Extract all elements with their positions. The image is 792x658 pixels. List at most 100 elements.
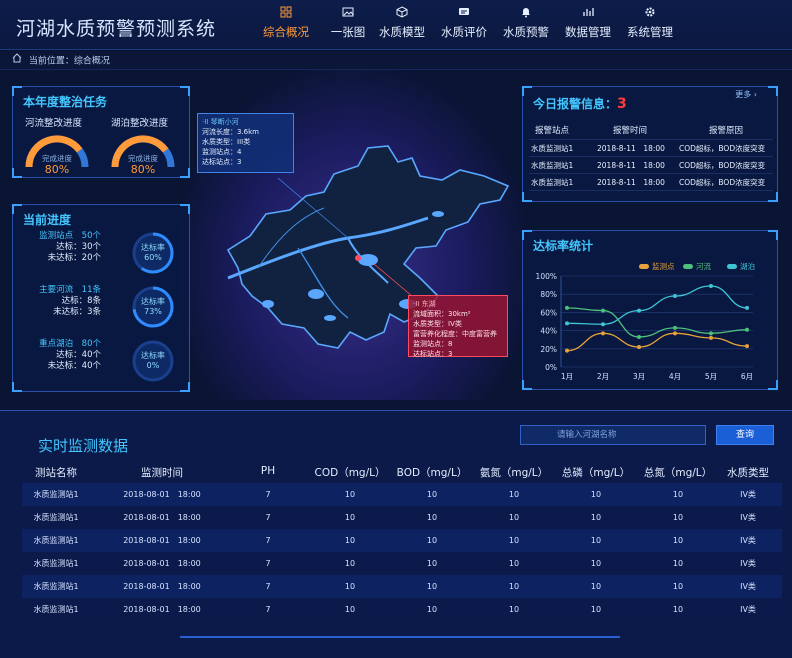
info-river-line: 水质类型：III类 [202, 138, 251, 146]
realtime-row[interactable]: 水质监测站1 2018-08-01 18:00 7 10 10 10 10 10 IV类 [22, 552, 782, 575]
alarm-row[interactable]: 水质监测站1 2018-8-11 18:00 COD超标，BOD浓度突变 [529, 157, 773, 174]
ring-caption: 达标率 [141, 297, 165, 306]
search-button[interactable]: 查询 [716, 425, 774, 445]
nav-item-0[interactable]: 综合概况 [256, 6, 316, 46]
series-point [745, 305, 749, 310]
realtime-cell: 10 [426, 582, 438, 591]
series-point [565, 321, 569, 326]
ring-value: 0% [146, 361, 160, 370]
realtime-cell: 7 [265, 582, 271, 591]
more-link[interactable]: 更多 › [735, 89, 757, 100]
y-tick-label: 0% [545, 363, 557, 372]
y-tick-label: 40% [540, 327, 557, 336]
info-lake-title: ·II 东湖 [413, 300, 436, 308]
realtime-row[interactable]: 水质监测站1 2018-08-01 18:00 7 10 10 10 10 10 IV类 [22, 483, 782, 506]
home-icon[interactable] [12, 52, 22, 70]
progress-text: 主要河流 11条 达标：8条 未达标：3条 [21, 285, 101, 318]
river-gauge-title: 河流整改进度 [25, 118, 83, 129]
alarm-cell: 水质监测站1 [531, 144, 574, 153]
realtime-cell: 10 [508, 559, 520, 568]
progress-line3: 未达标：20个 [47, 253, 101, 263]
info-lake-line: 流域面积：30km² [413, 310, 471, 318]
realtime-cell: 7 [265, 513, 271, 522]
realtime-cell: 7 [265, 605, 271, 614]
bell-icon [496, 6, 556, 22]
nav-item-1[interactable]: 一张图 [318, 6, 378, 46]
series-point [673, 294, 677, 299]
nav-item-5[interactable]: 数据管理 [558, 6, 618, 46]
realtime-cell: 10 [590, 605, 602, 614]
info-river-title: ·II 琴断小河 [202, 118, 239, 126]
alarm-title-text: 今日报警信息： [533, 97, 618, 111]
nav-item-6[interactable]: 系统管理 [620, 6, 680, 46]
gear-icon [620, 6, 680, 22]
ring-caption: 达标率 [141, 351, 165, 360]
nav-item-2[interactable]: 水质模型 [372, 6, 432, 46]
lake-gauge-value: 80% [130, 163, 156, 176]
realtime-row[interactable]: 水质监测站1 2018-08-01 18:00 7 10 10 10 10 10 IV类 [22, 575, 782, 598]
realtime-cell: 10 [508, 605, 520, 614]
y-tick-label: 100% [536, 272, 557, 281]
realtime-cell: 10 [508, 490, 520, 499]
series-point [745, 327, 749, 332]
alarm-cell: 2018-8-11 18:00 [597, 161, 665, 170]
nav-item-4[interactable]: 水质预警 [496, 6, 556, 46]
lake-gauge-title: 湖泊整改进度 [111, 118, 169, 129]
realtime-cell: IV类 [740, 559, 756, 568]
breadcrumb: 当前位置：综合概况 [0, 52, 792, 70]
ring-label: 达标率 0% [129, 351, 177, 371]
series-line-0 [566, 332, 748, 352]
gauge-fill [111, 135, 169, 168]
legend-swatch [727, 264, 737, 269]
search-input[interactable] [520, 425, 706, 445]
realtime-table: 测站名称 监测时间 PH COD（mg/L） BOD（mg/L） 氨氮（mg/L） 总磷（m… [22, 461, 782, 621]
series-line-2 [566, 285, 748, 325]
lake-gauge-label: 完成进度 [128, 154, 158, 163]
info-lake-line: 达标站点：3 [413, 350, 453, 358]
wuhan-map[interactable] [198, 118, 518, 378]
realtime-title: 实时监测数据 [38, 437, 129, 455]
series-point [637, 308, 641, 313]
tasks-title: 本年度整治任务 [23, 95, 108, 109]
progress-line2: 达标：40个 [56, 350, 101, 360]
top-bar: 河湖水质预警预测系统 综合概况 一张图 水质模型 水质评价 水质预警 数据管理 系统管理 [0, 0, 792, 50]
progress-text: 监测站点 50个 达标：30个 未达标：20个 [21, 231, 101, 264]
progress-row: 主要河流 11条 达标：8条 未达标：3条 达标率 73% [21, 285, 181, 329]
series-point [745, 344, 749, 349]
realtime-cell: 水质监测站1 [33, 490, 79, 499]
alarm-row[interactable]: 水质监测站1 2018-8-11 18:00 COD超标，BOD浓度突变 [529, 174, 773, 191]
gauge-remaining [76, 148, 89, 168]
series-line-1 [566, 307, 748, 338]
realtime-cell: 10 [344, 513, 356, 522]
realtime-header-cell: 水质类型 [727, 467, 769, 479]
chart-title: 达标率统计 [533, 239, 594, 253]
realtime-cell: 水质监测站1 [33, 536, 79, 545]
realtime-cell: 10 [508, 582, 520, 591]
series-point [601, 308, 605, 313]
realtime-cell: 10 [344, 490, 356, 499]
realtime-cell: 10 [344, 559, 356, 568]
info-box-river: ·II 琴断小河 河流长度：3.6km 水质类型：III类 监测站点：4 达标站… [197, 113, 294, 173]
compliance-ring [132, 340, 174, 382]
alarm-cell: COD超标，BOD浓度突变 [679, 178, 766, 187]
info-lake-line: 监测站点：8 [413, 340, 453, 348]
info-lake-line: 富营养化程度：中度富营养 [413, 330, 497, 338]
river-gauge: 完成进度 80% [21, 129, 93, 177]
realtime-row[interactable]: 水质监测站1 2018-08-01 18:00 7 10 10 10 10 10 IV类 [22, 529, 782, 552]
alarm-table: 报警站点 报警时间 报警原因 水质监测站1 2018-8-11 18:00 COD超标，B… [529, 123, 773, 191]
progress-line1: 重点湖泊 80个 [39, 339, 101, 349]
realtime-row[interactable]: 水质监测站1 2018-08-01 18:00 7 10 10 10 10 10 IV类 [22, 506, 782, 529]
realtime-cell: 10 [344, 536, 356, 545]
info-river-line: 河流长度：3.6km [202, 128, 260, 136]
alarm-panel: 今日报警信息：3 更多 › 报警站点 报警时间 报警原因 水质监测站1 2018-8-1… [522, 86, 778, 202]
nav-item-3[interactable]: 水质评价 [434, 6, 494, 46]
realtime-cell: 10 [508, 513, 520, 522]
realtime-cell: 10 [426, 536, 438, 545]
y-tick-label: 20% [540, 345, 557, 354]
realtime-cell: 7 [265, 536, 271, 545]
realtime-header-cell: 总氮（mg/L） [643, 467, 713, 479]
legend-swatch [683, 264, 693, 269]
realtime-row[interactable]: 水质监测站1 2018-08-01 18:00 7 10 10 10 10 10 IV类 [22, 598, 782, 621]
ring-caption: 达标率 [141, 243, 165, 252]
alarm-row[interactable]: 水质监测站1 2018-8-11 18:00 COD超标，BOD浓度突变 [529, 140, 773, 157]
